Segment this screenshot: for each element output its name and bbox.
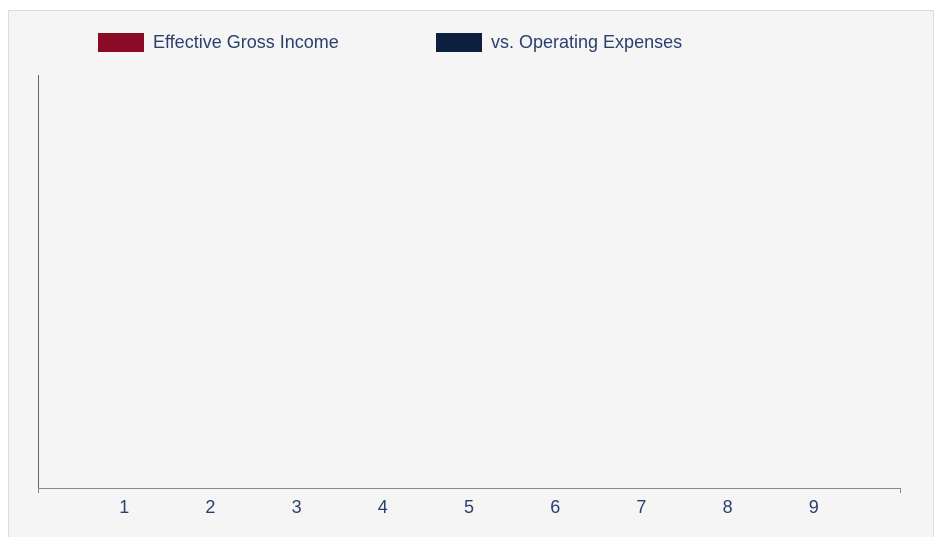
legend-swatch	[436, 33, 482, 52]
legend-label: Effective Gross Income	[153, 32, 339, 52]
chart-panel	[8, 10, 934, 537]
x-tick-label: 9	[809, 497, 819, 517]
legend-label: vs. Operating Expenses	[491, 32, 682, 52]
x-tick-label: 7	[636, 497, 646, 517]
x-tick-label: 2	[205, 497, 215, 517]
legend-swatch	[98, 33, 144, 52]
x-tick-label: 6	[550, 497, 560, 517]
x-tick-label: 5	[464, 497, 474, 517]
x-tick-label: 4	[378, 497, 388, 517]
x-tick-label: 1	[119, 497, 129, 517]
x-tick-label: 3	[292, 497, 302, 517]
x-tick-label: 8	[723, 497, 733, 517]
